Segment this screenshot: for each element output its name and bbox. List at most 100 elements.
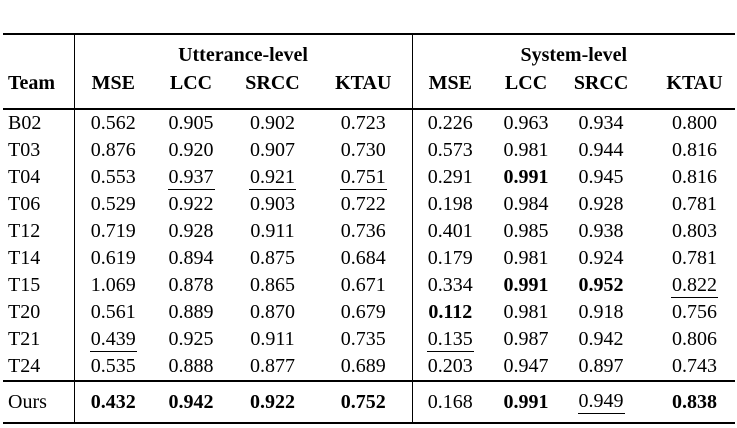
value: 0.889 <box>168 301 214 323</box>
table-row: T14 0.619 0.894 0.875 0.684 0.179 0.981 0.924 0.… <box>3 245 735 272</box>
column-header-utt-lcc: LCC <box>152 69 230 110</box>
value-cell: 0.987 <box>488 326 564 353</box>
value: 0.878 <box>168 274 214 296</box>
value: 0.928 <box>578 193 624 215</box>
value: 0.942 <box>578 328 624 350</box>
value-cell: 0.226 <box>411 109 489 137</box>
value-cell: 0.334 <box>411 272 489 299</box>
group-header-row: Utterance-level System-level <box>3 34 736 69</box>
value: 0.911 <box>250 220 295 242</box>
table-row-ours: Ours 0.432 0.942 0.922 0.752 0.168 0.991 0.949 0… <box>3 380 736 423</box>
value: 0.735 <box>340 328 386 350</box>
value: 0.719 <box>90 220 136 242</box>
value: 0.179 <box>427 247 473 269</box>
value-cell: 0.719 <box>73 218 152 245</box>
table-row: T24 0.535 0.888 0.877 0.689 0.203 0.947 0.897 0.… <box>3 353 735 381</box>
value-cell: 0.934 <box>564 109 638 137</box>
value-cell: 0.905 <box>152 109 230 137</box>
value: 0.947 <box>503 355 549 377</box>
value-cell: 0.991 <box>488 380 565 423</box>
value-cell: 0.981 <box>488 245 564 272</box>
value: 0.925 <box>168 328 214 350</box>
best-value: 0.991 <box>503 274 549 296</box>
value-cell: 0.888 <box>152 353 230 381</box>
value-cell: 0.875 <box>230 245 315 272</box>
value-cell: 0.573 <box>411 137 489 164</box>
value-cell: 0.952 <box>564 272 638 299</box>
value: 0.684 <box>340 247 386 269</box>
value-cell: 0.803 <box>638 218 735 245</box>
value: 0.689 <box>340 355 386 377</box>
value-cell: 0.949 <box>564 380 639 423</box>
value-cell: 0.671 <box>315 272 412 299</box>
value-cell: 0.168 <box>411 380 489 423</box>
value-cell: 0.401 <box>411 218 489 245</box>
value-cell: 0.781 <box>638 191 735 218</box>
table-body: B02 0.562 0.905 0.902 0.723 0.226 0.963 0.934 0.… <box>3 109 736 423</box>
team-cell: T15 <box>8 274 41 296</box>
value-cell: 0.751 <box>315 164 412 191</box>
value: 0.903 <box>250 193 295 215</box>
value: 0.897 <box>578 355 624 377</box>
column-header-sys-ktau: KTAU <box>638 69 736 110</box>
value-cell: 0.985 <box>488 218 564 245</box>
table-row: T06 0.529 0.922 0.903 0.722 0.198 0.984 0.928 0.… <box>3 191 735 218</box>
value-cell: 0.944 <box>564 137 638 164</box>
value-cell: 0.689 <box>315 353 412 381</box>
value: 1.069 <box>90 274 136 296</box>
value-cell: 0.922 <box>230 380 315 423</box>
value: 0.736 <box>340 220 386 242</box>
team-cell: T21 <box>8 328 41 350</box>
value: 0.875 <box>250 247 295 269</box>
value-cell: 0.981 <box>488 299 564 326</box>
second-best-value: 0.949 <box>577 390 625 414</box>
value-cell: 0.991 <box>488 164 564 191</box>
value: 0.203 <box>427 355 473 377</box>
second-best-value: 0.135 <box>426 327 474 352</box>
value: 0.918 <box>578 301 624 323</box>
team-cell: T12 <box>8 220 41 242</box>
value: 0.865 <box>250 274 295 296</box>
best-value: 0.922 <box>250 390 295 413</box>
second-best-value: 0.937 <box>167 165 215 190</box>
table-row: T12 0.719 0.928 0.911 0.736 0.401 0.985 0.938 0.… <box>3 218 735 245</box>
group-header-system-level: System-level <box>411 34 736 69</box>
column-header-row: Team MSE LCC SRCC KTAU MSE LCC SRCC KTAU <box>3 69 736 110</box>
value-cell: 0.963 <box>488 109 564 137</box>
column-header-sys-srcc: SRCC <box>564 69 639 110</box>
value-cell: 0.981 <box>488 137 564 164</box>
value: 0.803 <box>672 220 718 242</box>
value-cell: 0.800 <box>638 109 735 137</box>
value-cell: 0.838 <box>638 380 736 423</box>
value: 0.226 <box>427 112 473 134</box>
value: 0.529 <box>90 193 136 215</box>
value-cell: 0.291 <box>411 164 489 191</box>
value-cell: 0.938 <box>564 218 638 245</box>
value-cell: 1.069 <box>73 272 152 299</box>
value: 0.816 <box>672 166 718 188</box>
value-cell: 0.907 <box>230 137 315 164</box>
value-cell: 0.781 <box>638 245 735 272</box>
value: 0.334 <box>427 274 473 296</box>
team-cell: T04 <box>8 166 41 188</box>
value: 0.963 <box>503 112 549 134</box>
value-cell: 0.562 <box>73 109 152 137</box>
value-cell: 0.928 <box>152 218 230 245</box>
column-header-sys-mse: MSE <box>411 69 489 110</box>
value: 0.945 <box>578 166 624 188</box>
value: 0.722 <box>340 193 386 215</box>
value-cell: 0.561 <box>73 299 152 326</box>
value-cell: 0.942 <box>564 326 638 353</box>
table-row: T04 0.553 0.937 0.921 0.751 0.291 0.991 0.945 0.… <box>3 164 735 191</box>
value: 0.907 <box>250 139 295 161</box>
group-header-utterance-level: Utterance-level <box>73 34 413 69</box>
value-cell: 0.889 <box>152 299 230 326</box>
value-cell: 0.816 <box>638 137 735 164</box>
value: 0.981 <box>503 139 549 161</box>
value-cell: 0.535 <box>73 353 152 381</box>
value: 0.870 <box>250 301 295 323</box>
value-cell: 0.619 <box>73 245 152 272</box>
second-best-value: 0.822 <box>671 273 719 298</box>
value: 0.730 <box>340 139 386 161</box>
second-best-value: 0.751 <box>339 165 387 190</box>
